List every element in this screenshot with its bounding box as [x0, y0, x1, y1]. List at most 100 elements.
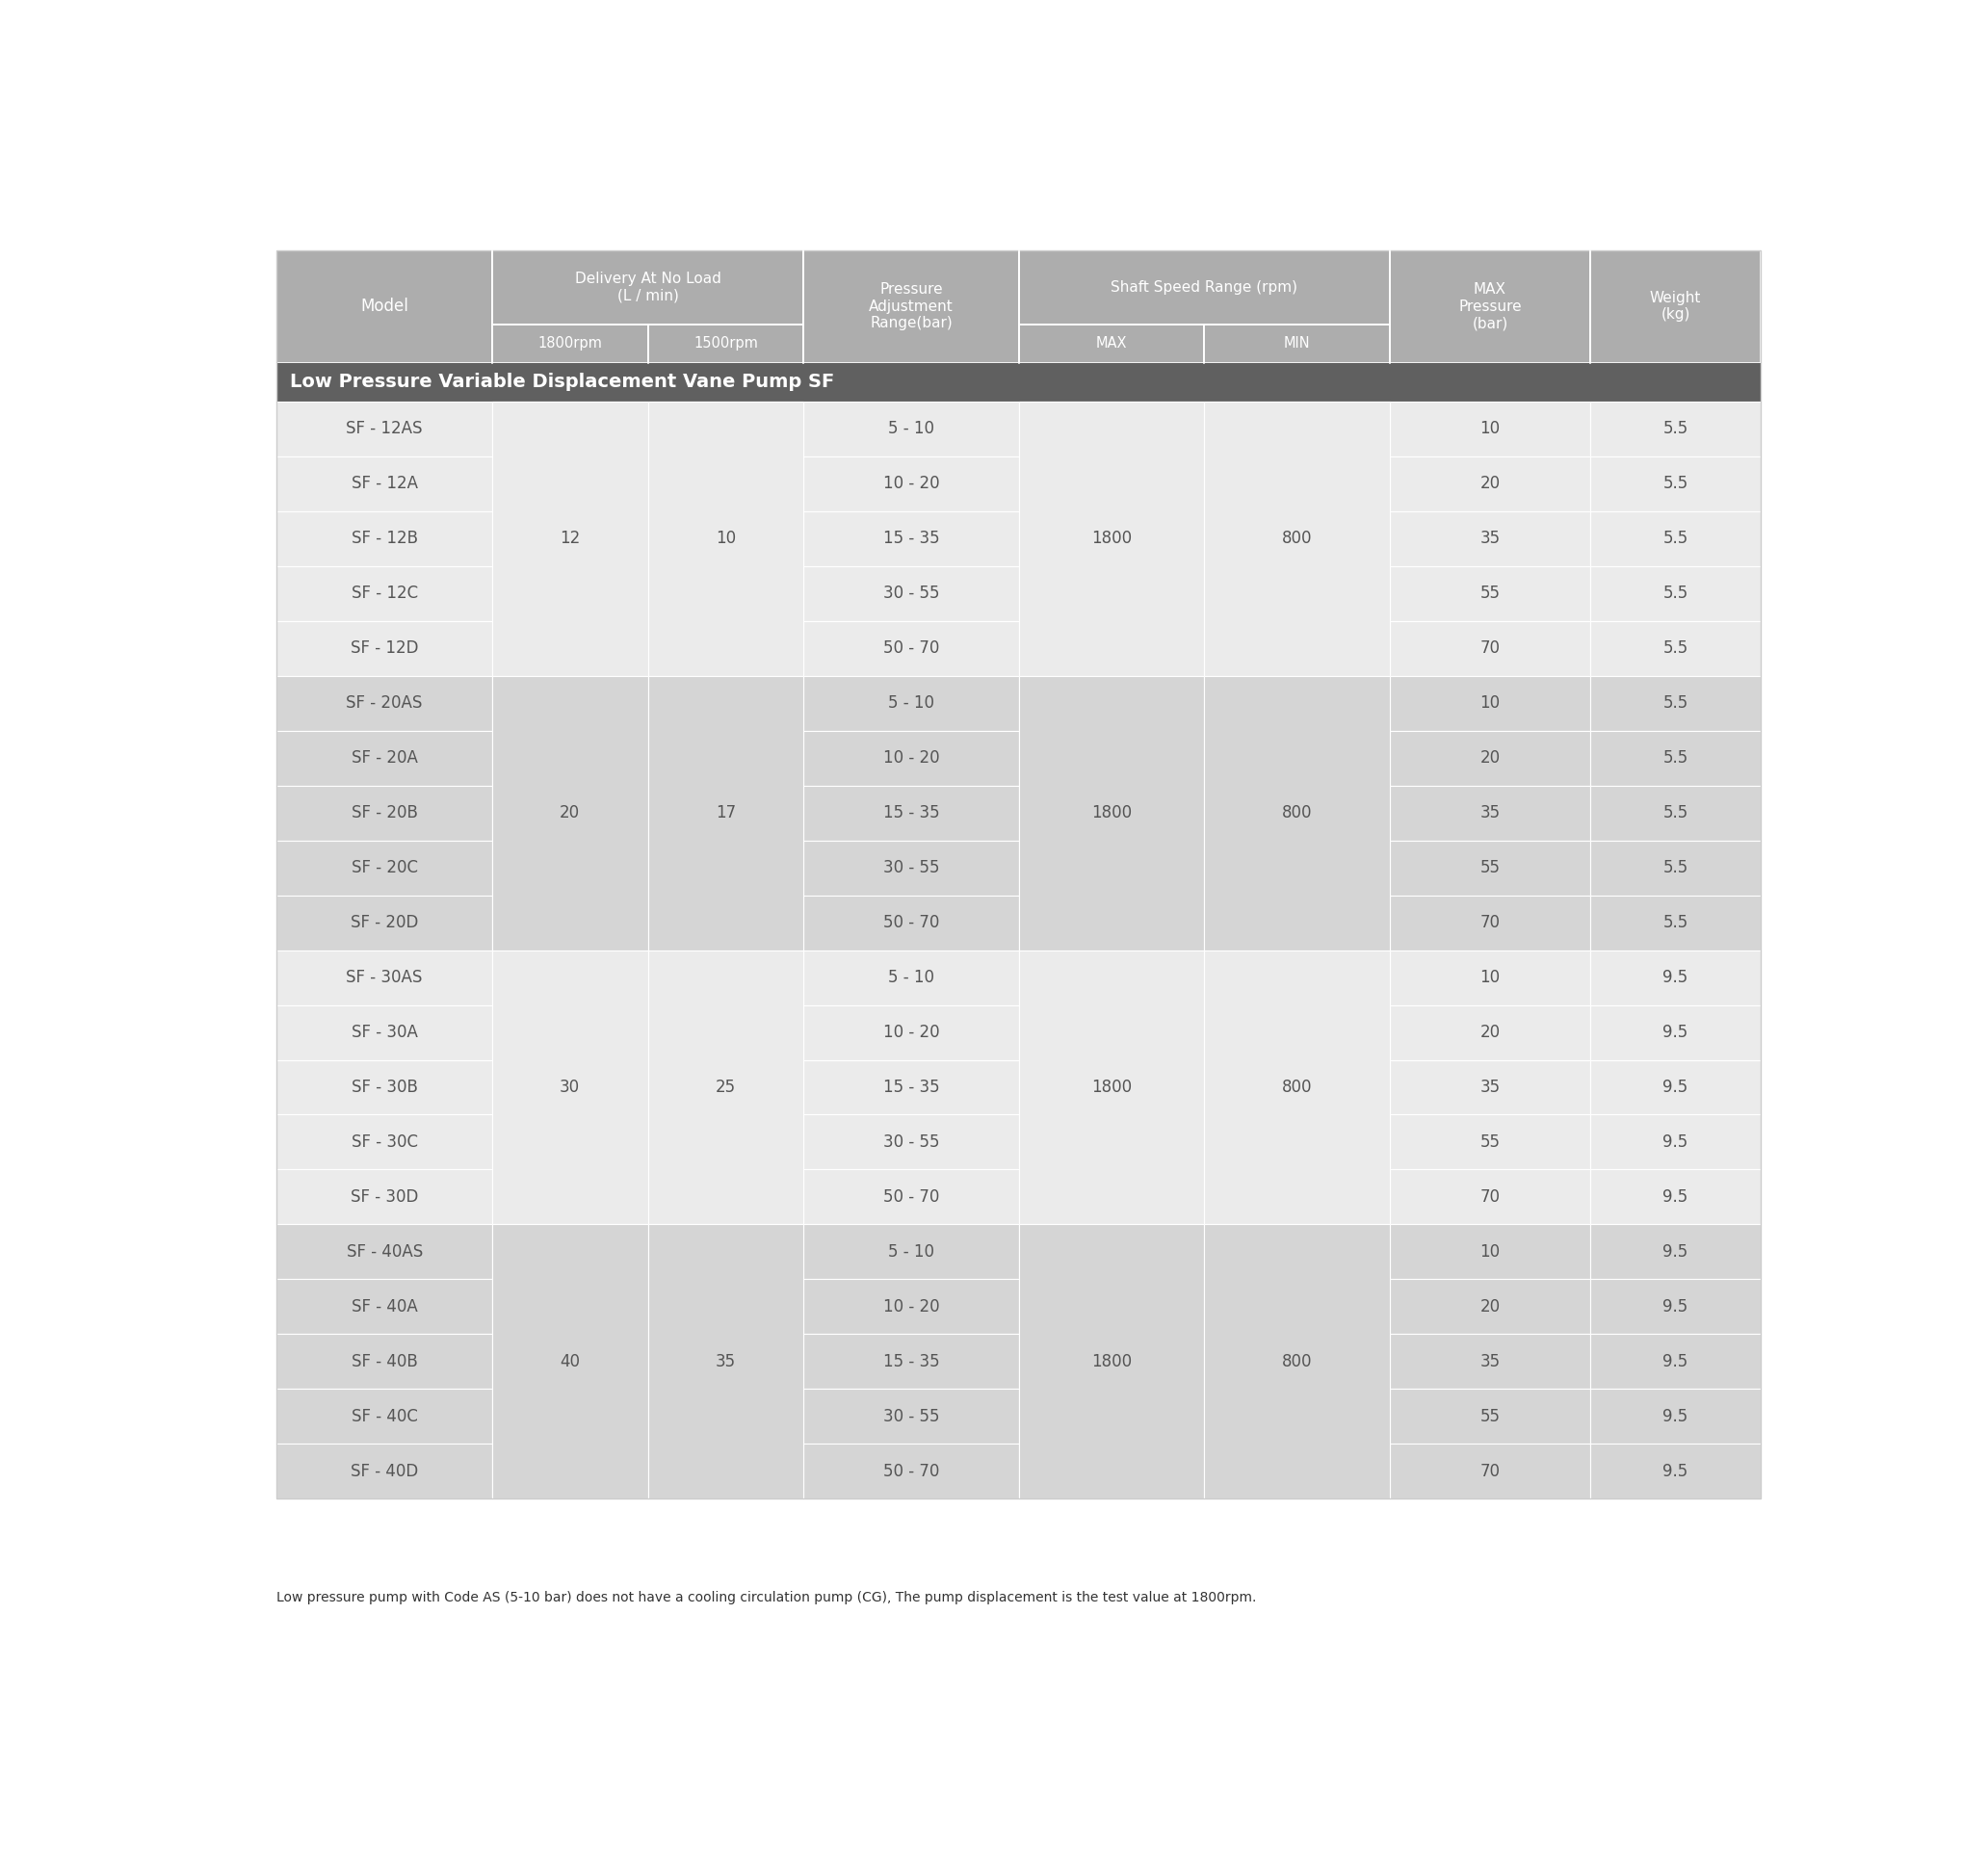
Bar [276, 1335, 493, 1389]
Text: 15 - 35: 15 - 35 [883, 1353, 940, 1370]
Bar [1205, 950, 1390, 1224]
Bar [276, 839, 493, 895]
Bar [1020, 1059, 1205, 1115]
Text: 30 - 55: 30 - 55 [883, 1133, 940, 1150]
Bar [803, 1335, 1018, 1389]
Bar [276, 1444, 493, 1500]
Bar [1205, 1170, 1390, 1224]
Bar [1590, 675, 1761, 730]
Text: SF - 40A: SF - 40A [352, 1298, 417, 1315]
Bar [648, 730, 803, 786]
Text: 5 - 10: 5 - 10 [889, 969, 934, 986]
Text: 10 - 20: 10 - 20 [883, 1024, 940, 1041]
Bar [1590, 621, 1761, 675]
Text: SF - 20D: SF - 20D [350, 913, 417, 932]
Bar [803, 1224, 1018, 1280]
Bar [1020, 895, 1205, 950]
Bar [276, 250, 1761, 362]
Bar [493, 1444, 648, 1500]
Bar [803, 1006, 1018, 1059]
Bar [1590, 510, 1761, 566]
Text: SF - 12B: SF - 12B [352, 531, 417, 547]
Bar [1590, 839, 1761, 895]
Bar [493, 1389, 648, 1444]
Bar [1205, 1224, 1390, 1280]
Bar [1390, 510, 1590, 566]
Text: Weight
(kg): Weight (kg) [1650, 290, 1702, 322]
Bar [1020, 457, 1205, 510]
Bar [803, 401, 1018, 457]
Bar [803, 839, 1018, 895]
Text: 20: 20 [1479, 1024, 1501, 1041]
Bar [1020, 730, 1205, 786]
Bar [1020, 510, 1205, 566]
Text: 30 - 55: 30 - 55 [883, 860, 940, 876]
Bar [1390, 730, 1590, 786]
Bar [1205, 950, 1390, 1006]
Bar [493, 621, 648, 675]
Text: 9.5: 9.5 [1662, 1407, 1688, 1426]
Bar [1390, 786, 1590, 839]
Bar [1205, 1389, 1390, 1444]
Bar [1020, 621, 1205, 675]
Bar [276, 950, 493, 1006]
Bar [1590, 1335, 1761, 1389]
Text: 35: 35 [1479, 1078, 1501, 1096]
Bar [648, 1170, 803, 1224]
Bar [803, 510, 1018, 566]
Text: SF - 12D: SF - 12D [350, 640, 417, 656]
Text: 15 - 35: 15 - 35 [883, 531, 940, 547]
Bar [1020, 950, 1205, 1224]
Bar [493, 730, 648, 786]
Bar [1590, 1006, 1761, 1059]
Bar [1590, 1280, 1761, 1335]
Bar [1020, 950, 1205, 1006]
Text: 9.5: 9.5 [1662, 1243, 1688, 1261]
Bar [493, 1170, 648, 1224]
Text: 10 - 20: 10 - 20 [883, 475, 940, 492]
Bar [803, 1280, 1018, 1335]
Bar [1205, 1335, 1390, 1389]
Text: 70: 70 [1479, 1463, 1501, 1479]
Text: SF - 12C: SF - 12C [352, 584, 417, 603]
Bar [1020, 401, 1205, 457]
Text: 70: 70 [1479, 913, 1501, 932]
Bar [276, 786, 493, 839]
Bar [276, 895, 493, 950]
Text: 15 - 35: 15 - 35 [883, 1078, 940, 1096]
Bar [648, 1280, 803, 1335]
Bar [803, 950, 1018, 1006]
Bar [1390, 457, 1590, 510]
Bar [648, 1224, 803, 1500]
Bar [493, 950, 648, 1006]
Bar [1205, 566, 1390, 621]
Bar [1390, 566, 1590, 621]
Text: 1500rpm: 1500rpm [694, 337, 757, 351]
Bar [1390, 1006, 1590, 1059]
Bar [1390, 1280, 1590, 1335]
Bar [1390, 895, 1590, 950]
Bar [648, 566, 803, 621]
Text: SF - 12A: SF - 12A [352, 475, 417, 492]
Bar [1205, 457, 1390, 510]
Bar [493, 1115, 648, 1170]
Bar [803, 621, 1018, 675]
Bar [803, 1444, 1018, 1500]
Text: Delivery At No Load
(L / min): Delivery At No Load (L / min) [575, 272, 722, 303]
Text: 9.5: 9.5 [1662, 1078, 1688, 1096]
Text: 35: 35 [716, 1353, 736, 1370]
Bar [493, 1059, 648, 1115]
Bar [803, 1170, 1018, 1224]
Bar [648, 510, 803, 566]
Text: 50 - 70: 50 - 70 [883, 1189, 940, 1206]
Bar [803, 250, 1018, 362]
Bar [276, 1115, 493, 1170]
Text: SF - 20A: SF - 20A [352, 749, 417, 767]
Text: 70: 70 [1479, 640, 1501, 656]
Text: 9.5: 9.5 [1662, 1298, 1688, 1315]
Bar [493, 839, 648, 895]
Text: 5.5: 5.5 [1662, 475, 1688, 492]
Bar [1205, 839, 1390, 895]
Bar [1020, 1170, 1205, 1224]
Bar [1020, 1444, 1205, 1500]
